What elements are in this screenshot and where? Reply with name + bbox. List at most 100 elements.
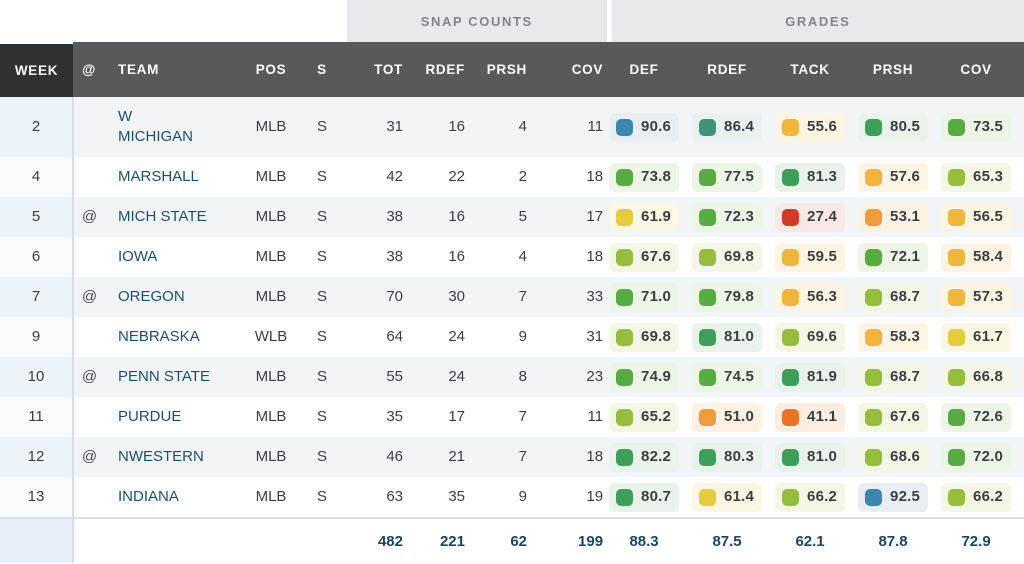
grade-value: 57.6	[890, 168, 921, 185]
team-link[interactable]: W MICHIGAN	[118, 108, 193, 145]
week-cell: 5	[0, 197, 74, 237]
total-snap-tot: 482	[347, 517, 409, 563]
grade-value: 86.4	[724, 118, 755, 135]
grade-value: 68.7	[890, 368, 921, 385]
table-row: 13 INDIANA MLB S 63 35 9 19 80.7 61.4 66…	[0, 477, 1024, 518]
grade-value: 80.3	[724, 448, 755, 465]
grade-cov-cell: 61.7	[941, 317, 1024, 357]
team-link[interactable]: INDIANA	[118, 488, 179, 505]
snap-cov-cell: 31	[586, 328, 604, 345]
grade-value: 41.1	[807, 408, 838, 425]
grade-cov-cell: 66.8	[941, 357, 1024, 397]
col-header-snap-rdef[interactable]: RDEF	[409, 42, 471, 97]
col-header-away[interactable]: @	[73, 42, 105, 97]
team-link[interactable]: NWESTERN	[118, 448, 204, 465]
snap-rdef-cell: 21	[448, 448, 465, 465]
grade-swatch-icon	[616, 208, 634, 226]
table-row: 6 IOWA MLB S 38 16 4 18 67.6 69.8 59.5 7…	[0, 237, 1024, 277]
grade-value: 90.6	[641, 118, 672, 135]
col-header-pos[interactable]: POS	[245, 42, 297, 97]
grade-value: 74.5	[724, 368, 755, 385]
grade-swatch-icon	[782, 248, 800, 266]
grade-swatch-icon	[699, 448, 717, 466]
snap-cov-cell: 23	[586, 368, 604, 385]
grade-value: 68.7	[890, 288, 921, 305]
grade-value: 81.0	[724, 328, 755, 345]
team-link[interactable]: PENN STATE	[118, 368, 210, 385]
grade-tack-cell: 55.6	[775, 97, 858, 157]
snap-rdef-cell: 16	[448, 248, 465, 265]
col-header-grade-def[interactable]: DEF	[609, 42, 693, 97]
team-link[interactable]: MARSHALL	[118, 168, 199, 185]
snap-prsh-cell: 8	[518, 368, 527, 385]
col-header-grade-rdef[interactable]: RDEF	[692, 42, 776, 97]
started-cell: S	[316, 288, 327, 305]
team-cell: PURDUE	[105, 397, 245, 437]
position-cell: MLB	[255, 368, 287, 385]
grade-badge: 80.7	[609, 482, 680, 512]
grade-badge: 56.5	[941, 202, 1012, 232]
grade-badge: 81.0	[692, 322, 763, 352]
position-cell: MLB	[255, 208, 287, 225]
grade-rdef-cell: 61.4	[692, 477, 775, 518]
col-header-started[interactable]: S	[297, 42, 347, 97]
col-header-grade-prsh[interactable]: PRSH	[858, 42, 942, 97]
grade-value: 72.0	[973, 448, 1004, 465]
grade-value: 61.4	[724, 488, 755, 505]
col-header-week[interactable]: WEEK	[0, 40, 73, 97]
team-link[interactable]: MICH STATE	[118, 208, 207, 225]
team-cell: INDIANA	[105, 477, 245, 518]
snap-rdef-cell: 30	[448, 288, 465, 305]
col-header-snap-cov[interactable]: COV	[533, 42, 610, 97]
grade-swatch-icon	[948, 208, 966, 226]
grade-swatch-icon	[948, 248, 966, 266]
grade-badge: 59.5	[775, 242, 846, 272]
grade-value: 66.2	[973, 488, 1004, 505]
team-link[interactable]: NEBRASKA	[118, 328, 200, 345]
grade-prsh-cell: 92.5	[858, 477, 941, 518]
table-row: 4 MARSHALL MLB S 42 22 2 18 73.8 77.5 81…	[0, 157, 1024, 197]
grade-value: 53.1	[890, 208, 921, 225]
team-cell: IOWA	[105, 237, 245, 277]
grade-badge: 69.8	[609, 322, 680, 352]
away-indicator	[73, 237, 105, 277]
grade-swatch-icon	[948, 448, 966, 466]
grade-badge: 56.3	[775, 282, 846, 312]
grade-swatch-icon	[782, 168, 800, 186]
snap-prsh-cell: 9	[518, 488, 527, 505]
grade-value: 51.0	[724, 408, 755, 425]
grade-rdef-cell: 86.4	[692, 97, 775, 157]
grade-def-cell: 80.7	[609, 477, 692, 518]
col-header-grade-cov[interactable]: COV	[941, 42, 1024, 97]
col-header-team[interactable]: TEAM	[105, 42, 245, 97]
position-cell: MLB	[255, 168, 287, 185]
grade-value: 67.6	[890, 408, 921, 425]
grade-badge: 57.3	[941, 282, 1012, 312]
grade-def-cell: 71.0	[609, 277, 692, 317]
table-header: SNAP COUNTS GRADES WEEK @ TEAM POS S TOT…	[0, 0, 1024, 97]
col-header-snap-prsh[interactable]: PRSH	[471, 42, 533, 97]
grade-cov-cell: 58.4	[941, 237, 1024, 277]
snap-rdef-cell: 16	[448, 208, 465, 225]
grade-rdef-cell: 81.0	[692, 317, 775, 357]
team-link[interactable]: OREGON	[118, 288, 185, 305]
grade-def-cell: 74.9	[609, 357, 692, 397]
position-cell: MLB	[255, 248, 287, 265]
team-link[interactable]: IOWA	[118, 248, 158, 265]
started-cell: S	[316, 168, 327, 185]
grade-swatch-icon	[782, 118, 800, 136]
col-header-snap-tot[interactable]: TOT	[347, 42, 409, 97]
grade-value: 81.0	[807, 448, 838, 465]
col-header-grade-tack[interactable]: TACK	[775, 42, 859, 97]
grade-swatch-icon	[782, 208, 800, 226]
snap-cov-cell: 18	[586, 168, 604, 185]
team-link[interactable]: PURDUE	[118, 408, 182, 425]
table-row: 5 @ MICH STATE MLB S 38 16 5 17 61.9 72.…	[0, 197, 1024, 237]
grade-badge: 66.2	[775, 482, 846, 512]
snap-cov-cell: 11	[587, 118, 604, 135]
grade-value: 68.6	[890, 448, 921, 465]
grade-def-cell: 69.8	[609, 317, 692, 357]
grade-badge: 61.4	[692, 482, 763, 512]
grade-swatch-icon	[948, 488, 966, 506]
snap-tot-cell: 55	[386, 368, 403, 385]
